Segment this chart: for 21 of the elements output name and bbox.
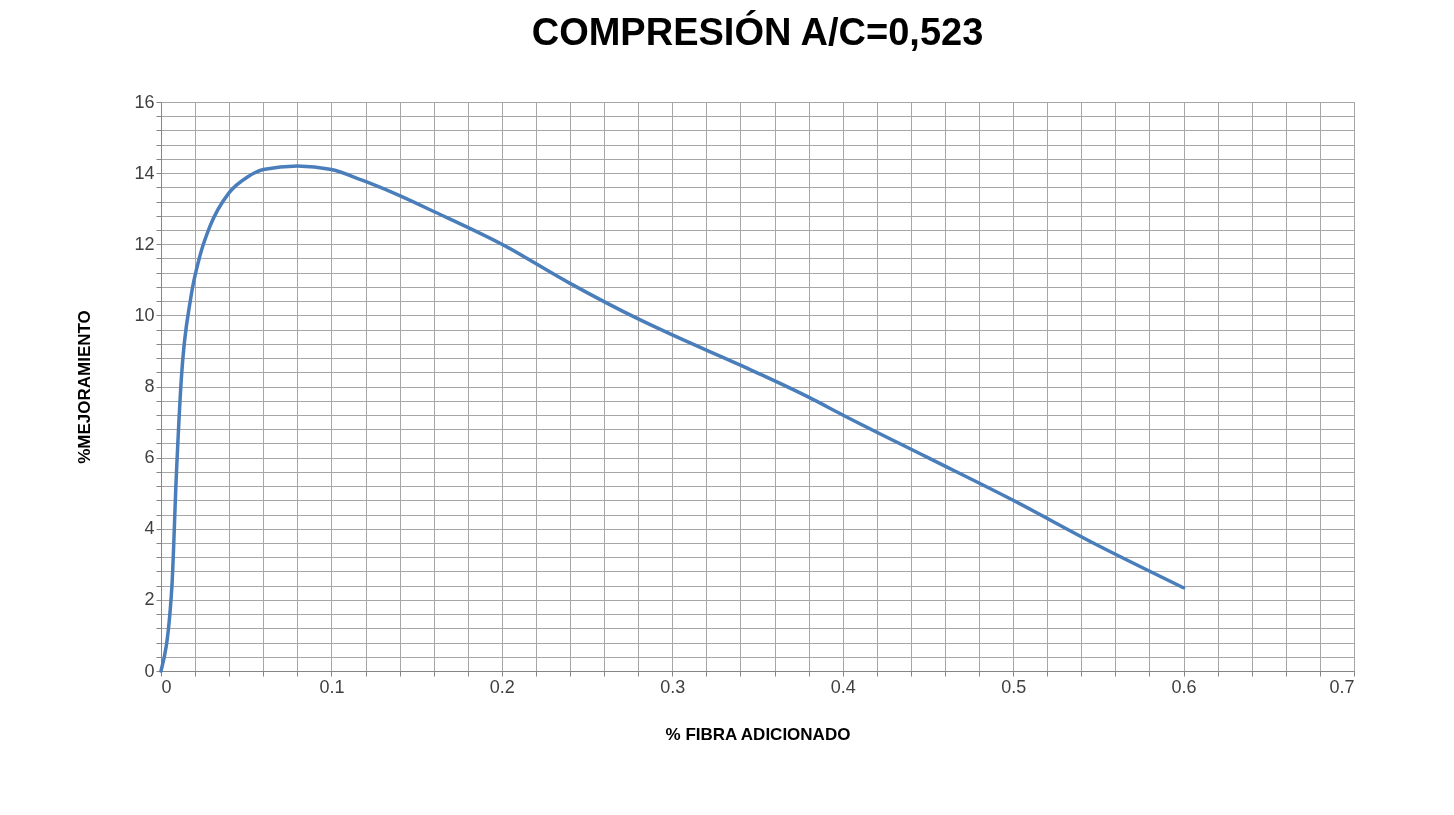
y-tick-label: 14 <box>134 162 155 183</box>
y-tick-label: 4 <box>144 518 155 539</box>
chart-title: COMPRESIÓN A/C=0,523 <box>531 10 984 53</box>
y-tick-label: 10 <box>134 304 155 325</box>
y-tick-label: 8 <box>144 376 155 396</box>
x-tick-label: 0.1 <box>319 676 345 697</box>
y-axis-title: %MEJORAMIENTO <box>75 310 95 464</box>
x-tick-label: 0.6 <box>1171 676 1197 697</box>
x-tick-label: 0 <box>161 676 172 697</box>
x-tick-label: 0.5 <box>1001 676 1027 697</box>
y-tick-label: 12 <box>134 233 155 254</box>
x-tick-label: 0.4 <box>830 676 856 697</box>
y-tick-label: 2 <box>144 589 155 610</box>
y-tick-label: 0 <box>144 660 155 681</box>
y-tick-label: 6 <box>144 447 155 468</box>
x-axis-title: % FIBRA ADICIONADO <box>665 724 851 744</box>
x-tick-label: 0.7 <box>1329 676 1355 697</box>
x-tick-label: 0.3 <box>660 676 686 697</box>
x-tick-label: 0.2 <box>489 676 515 697</box>
line-series <box>159 164 1186 673</box>
y-tick-label: 16 <box>134 91 155 112</box>
